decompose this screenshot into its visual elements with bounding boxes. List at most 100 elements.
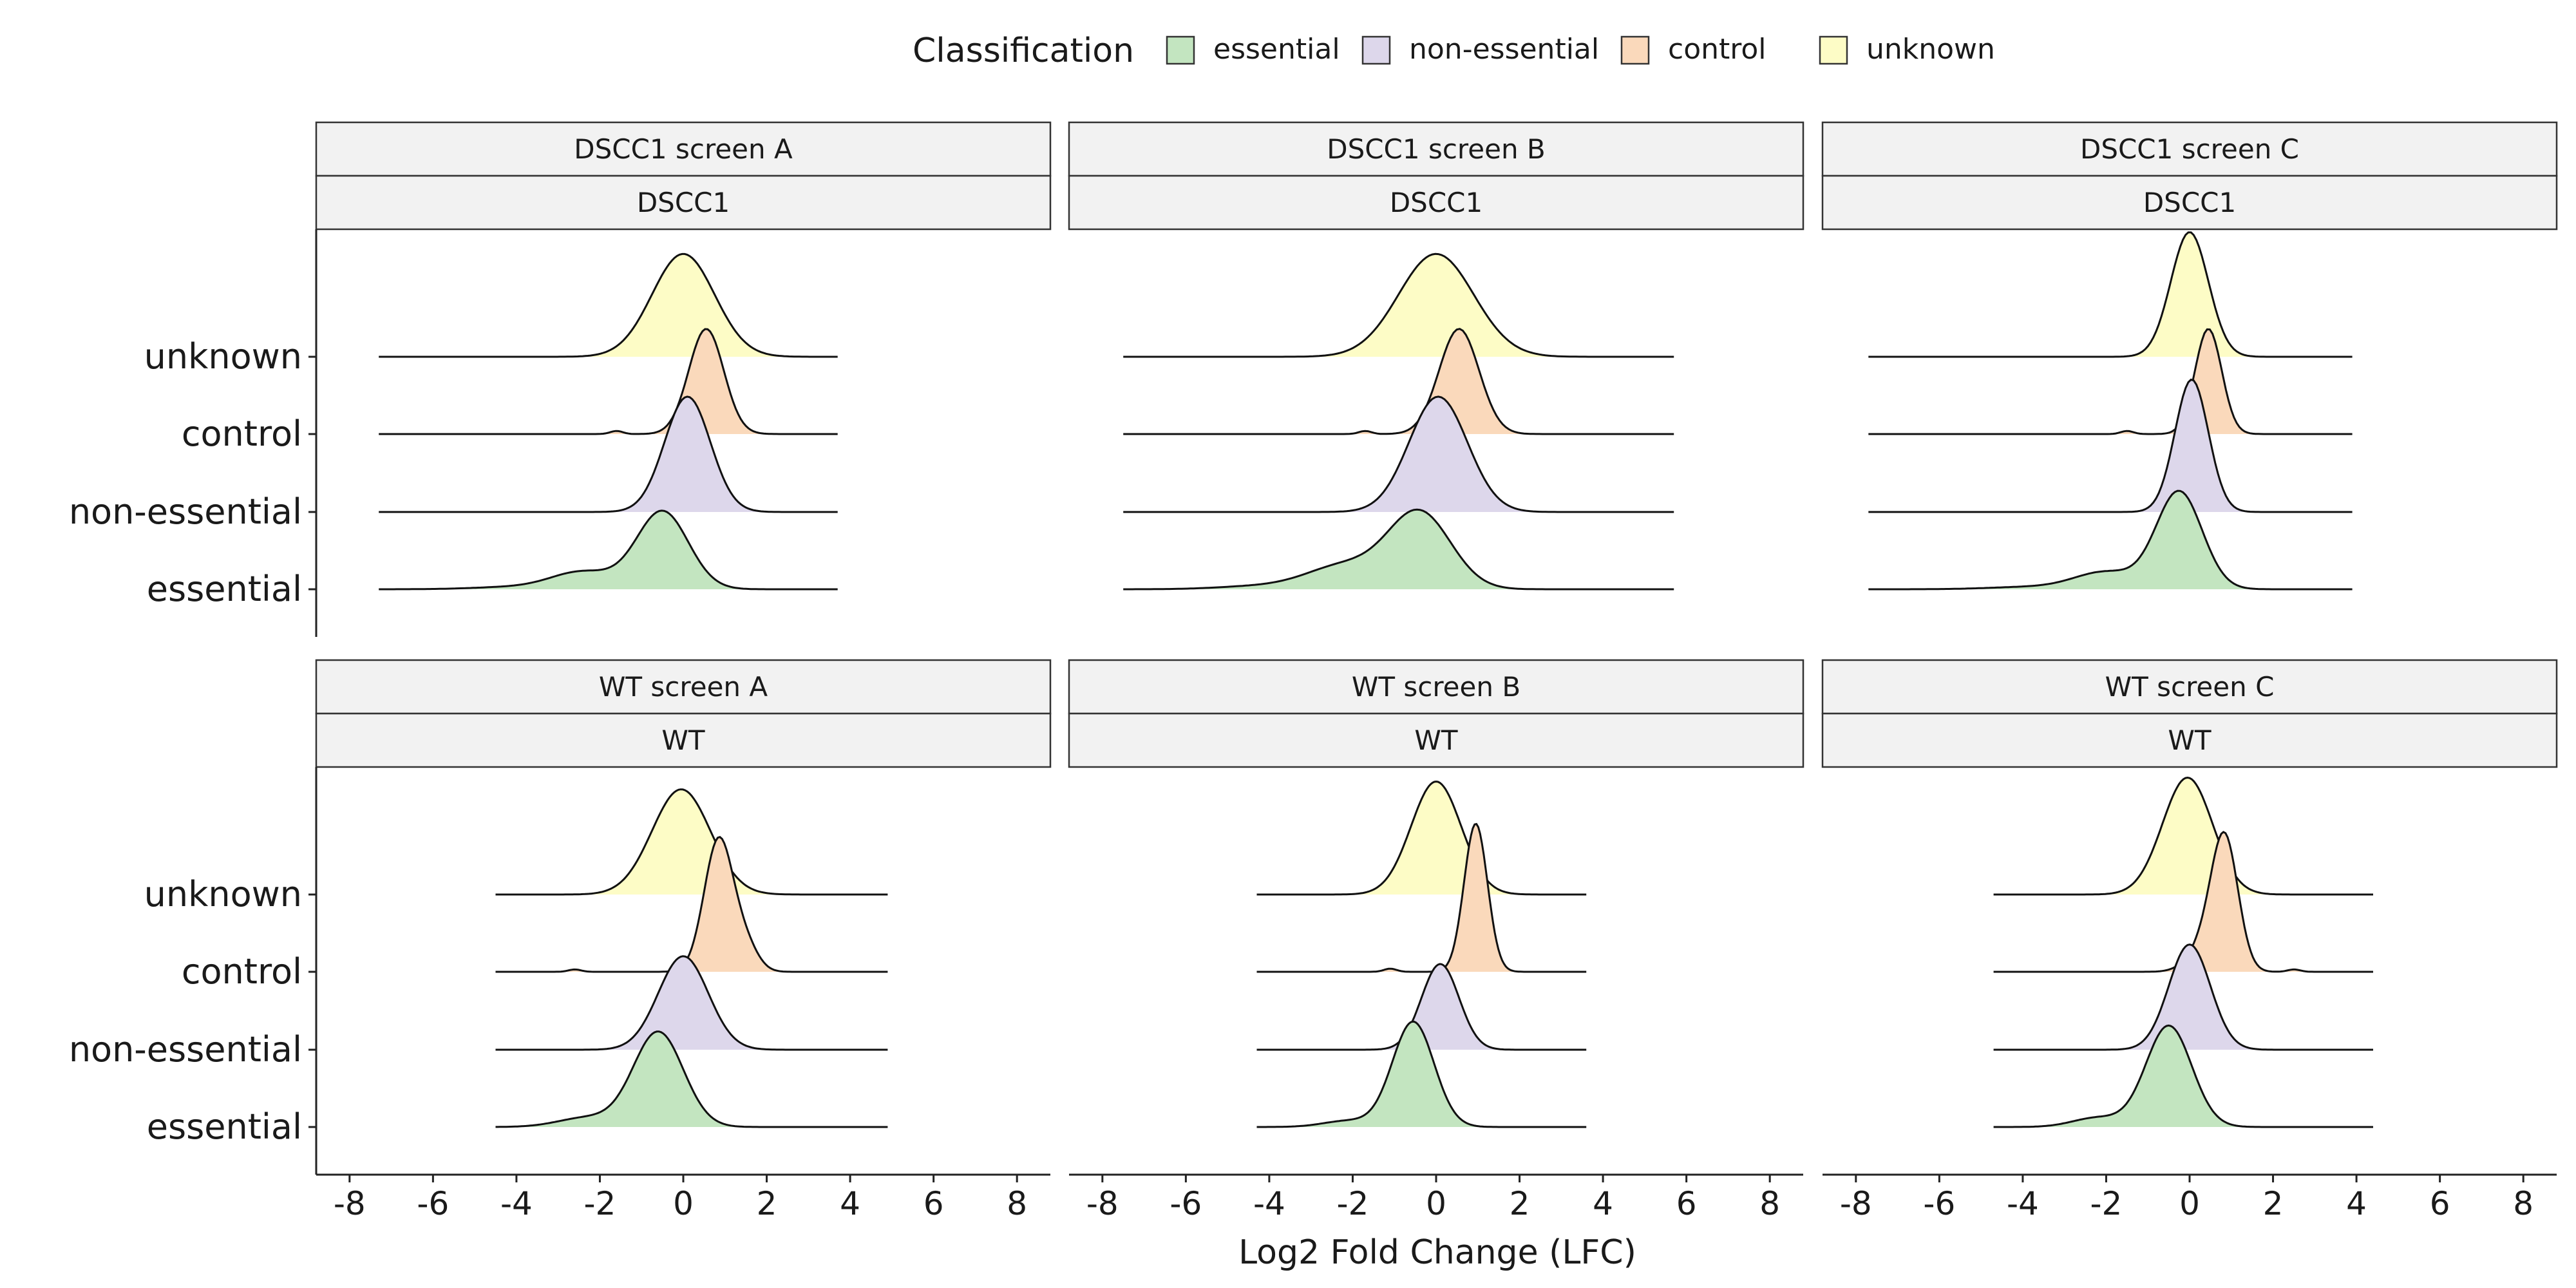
- x-tick-label: 0: [2179, 1185, 2200, 1222]
- x-tick-label: -8: [334, 1185, 366, 1222]
- strip-top-label: DSCC1 screen B: [1327, 133, 1546, 165]
- strip-top-label: WT screen C: [2105, 671, 2275, 703]
- strip-top: [1821, 659, 2558, 715]
- strip-top-label: DSCC1 screen A: [574, 133, 793, 165]
- ridge-line-essential: [1123, 508, 1674, 591]
- ridge-line-control: [1123, 328, 1674, 435]
- x-tick-label: 0: [1426, 1185, 1446, 1222]
- ridge-line-unknown: [1256, 781, 1587, 896]
- x-tick-label: -8: [1840, 1185, 1872, 1222]
- strip-bottom: [1821, 175, 2558, 231]
- x-tick-label: -2: [1337, 1185, 1369, 1222]
- y-tick-label: control: [182, 413, 302, 454]
- x-tick-label: 8: [2513, 1185, 2533, 1222]
- facet-panel: DSCC1 screen A DSCC1 unknown control non-ess…: [69, 121, 1052, 637]
- x-tick-label: -2: [2090, 1185, 2123, 1222]
- ridge-line-unknown: [495, 788, 888, 896]
- legend-label: non-essential: [1409, 33, 1599, 66]
- ridge-line-non-essential: [1256, 963, 1587, 1051]
- legend-key: [1166, 35, 1195, 65]
- ridge-line-essential: [495, 1030, 888, 1128]
- facet-panel: WT screen A WT unknown control non-essential…: [69, 659, 1052, 1222]
- legend: Classification essential non-essential con…: [913, 32, 1995, 70]
- x-tick-label: -4: [2007, 1185, 2039, 1222]
- ridge-area-unknown: [1993, 777, 2373, 895]
- ridge-area-essential: [1123, 509, 1674, 589]
- ridge-area-non-essential: [1993, 944, 2373, 1050]
- strip-bottom-label: DSCC1: [2143, 187, 2236, 218]
- x-tick-label: 6: [2430, 1185, 2450, 1222]
- ridge-line-non-essential: [1868, 378, 2353, 513]
- ridge-area-control: [379, 329, 838, 434]
- legend-label: control: [1668, 33, 1766, 66]
- strip-top-label: WT screen A: [599, 671, 768, 703]
- ridge-area-essential: [379, 510, 838, 589]
- ridge-area-non-essential: [379, 396, 838, 512]
- ridge-area-essential: [495, 1031, 888, 1127]
- ridge-line-control: [379, 328, 838, 435]
- strip-bottom: [1068, 712, 1804, 768]
- ridge-line-essential: [379, 509, 838, 591]
- legend-label: essential: [1213, 33, 1340, 66]
- ridge-area-essential: [1256, 1021, 1587, 1127]
- legend-key: [1620, 35, 1650, 65]
- ridge-line-non-essential: [1993, 943, 2373, 1051]
- ridge-line-non-essential: [379, 395, 838, 513]
- ridge-area-non-essential: [1256, 963, 1587, 1050]
- x-tick-label: 4: [1593, 1185, 1613, 1222]
- strip-top-label: DSCC1 screen C: [2080, 133, 2299, 165]
- x-tick-label: -8: [1086, 1185, 1119, 1222]
- facet-panel: DSCC1 screen C DSCC1: [1821, 121, 2558, 591]
- strip-bottom-label: WT: [2168, 724, 2211, 756]
- x-tick-label: 6: [923, 1185, 944, 1222]
- ridge-area-non-essential: [1868, 379, 2353, 512]
- ridge-area-control: [1868, 329, 2353, 434]
- x-axis-title: Log2 Fold Change (LFC): [1238, 1233, 1636, 1272]
- ridge-line-unknown: [1123, 252, 1674, 358]
- ridge-area-unknown: [1256, 781, 1587, 895]
- strip-bottom-label: WT: [1414, 724, 1458, 756]
- y-tick-label: unknown: [144, 874, 302, 914]
- strip-top-label: WT screen B: [1352, 671, 1520, 703]
- y-tick-label: essential: [147, 1106, 302, 1147]
- x-tick-label: 0: [673, 1185, 694, 1222]
- x-tick-label: -4: [1253, 1185, 1285, 1222]
- y-tick-label: control: [182, 951, 302, 992]
- ridge-line-control: [1256, 822, 1587, 973]
- legend-key: [1819, 35, 1848, 65]
- strip-top: [1821, 121, 2558, 177]
- ridge-line-non-essential: [1123, 395, 1674, 513]
- x-tick-label: 2: [757, 1185, 777, 1222]
- facet-panel: WT screen C WT -8 -6 -4 -2 0 2 4 6 8: [1821, 659, 2558, 1222]
- x-tick-label: -4: [500, 1185, 533, 1222]
- legend-label: unknown: [1866, 33, 1995, 66]
- ridge-line-unknown: [1868, 231, 2353, 358]
- strip-bottom-label: DSCC1: [1390, 187, 1482, 218]
- ridge-line-non-essential: [495, 955, 888, 1051]
- x-tick-label: 8: [1759, 1185, 1780, 1222]
- strip-top: [315, 121, 1052, 177]
- strip-top: [315, 659, 1052, 715]
- strip-top: [1068, 121, 1804, 177]
- ridge-line-essential: [1993, 1024, 2373, 1128]
- x-tick-label: -6: [1170, 1185, 1202, 1222]
- x-tick-label: -6: [417, 1185, 449, 1222]
- ridge-line-control: [1868, 328, 2353, 435]
- strip-bottom-label: WT: [661, 724, 705, 756]
- ridge-line-control: [495, 836, 888, 973]
- strip-bottom: [1821, 712, 2558, 768]
- facet-panel: WT screen B WT -8 -6 -4 -2 0 2 4 6 8: [1068, 659, 1804, 1222]
- ridge-area-unknown: [1868, 232, 2353, 357]
- ridge-line-unknown: [379, 252, 838, 358]
- strip-bottom-label: DSCC1: [637, 187, 730, 218]
- x-tick-label: 8: [1007, 1185, 1027, 1222]
- ridge-area-unknown: [379, 254, 838, 357]
- x-tick-label: 2: [2263, 1185, 2284, 1222]
- y-tick-label: non-essential: [69, 1029, 302, 1070]
- ridge-line-essential: [1256, 1020, 1587, 1128]
- ridge-line-unknown: [1993, 776, 2373, 896]
- legend-title: Classification: [913, 32, 1134, 70]
- y-tick-label: essential: [147, 569, 302, 609]
- x-tick-label: 4: [840, 1185, 860, 1222]
